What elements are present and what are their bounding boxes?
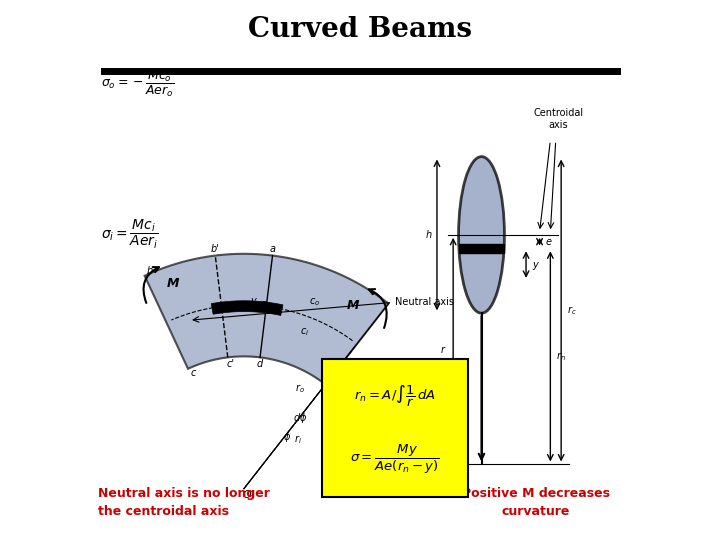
FancyBboxPatch shape <box>323 359 468 497</box>
Text: $\sigma = \dfrac{My}{Ae(r_n - y)}$: $\sigma = \dfrac{My}{Ae(r_n - y)}$ <box>350 443 440 476</box>
Text: $c_o$: $c_o$ <box>309 296 320 308</box>
Text: $r_n = A / \int \dfrac{1}{r}\,dA$: $r_n = A / \int \dfrac{1}{r}\,dA$ <box>354 384 436 409</box>
Text: $r_c$: $r_c$ <box>567 304 576 317</box>
Text: M: M <box>347 299 360 312</box>
Polygon shape <box>211 301 283 315</box>
Text: c: c <box>191 368 196 378</box>
Text: $d\phi$: $d\phi$ <box>294 411 307 425</box>
Text: y: y <box>250 296 256 306</box>
Text: $\phi$: $\phi$ <box>283 430 291 444</box>
Text: Neutral axis: Neutral axis <box>395 298 454 307</box>
Text: r: r <box>441 345 445 355</box>
Text: Centroidal
axis: Centroidal axis <box>534 108 583 130</box>
Text: $r_i$: $r_i$ <box>294 433 302 446</box>
Text: G: G <box>260 301 267 312</box>
Text: e: e <box>546 237 552 247</box>
Text: h: h <box>426 230 432 240</box>
Text: $\sigma_i = \dfrac{Mc_i}{Aer_i}$: $\sigma_i = \dfrac{Mc_i}{Aer_i}$ <box>101 218 158 252</box>
Bar <box>459 244 505 253</box>
Text: d: d <box>257 359 263 369</box>
Text: $r_n$: $r_n$ <box>556 350 566 363</box>
Text: b': b' <box>211 244 220 254</box>
Polygon shape <box>145 254 389 384</box>
Text: Positive M decreases
curvature: Positive M decreases curvature <box>462 487 610 518</box>
Text: $r_n$: $r_n$ <box>328 418 338 431</box>
Text: $\sigma_o = -\dfrac{Mc_o}{Aer_o}$: $\sigma_o = -\dfrac{Mc_o}{Aer_o}$ <box>101 69 174 99</box>
Text: Neutral axis is no longer
the centroidal axis: Neutral axis is no longer the centroidal… <box>98 487 270 518</box>
Ellipse shape <box>459 157 505 313</box>
Text: o: o <box>428 467 435 477</box>
Text: M: M <box>167 276 179 289</box>
Text: a: a <box>269 244 276 254</box>
Text: c': c' <box>227 359 235 369</box>
Text: b: b <box>147 266 153 276</box>
Text: Curved Beams: Curved Beams <box>248 16 472 43</box>
Text: y: y <box>533 260 539 269</box>
Text: $r_o$: $r_o$ <box>295 382 305 395</box>
Text: $c_i$: $c_i$ <box>300 327 310 339</box>
Text: O: O <box>242 490 251 501</box>
